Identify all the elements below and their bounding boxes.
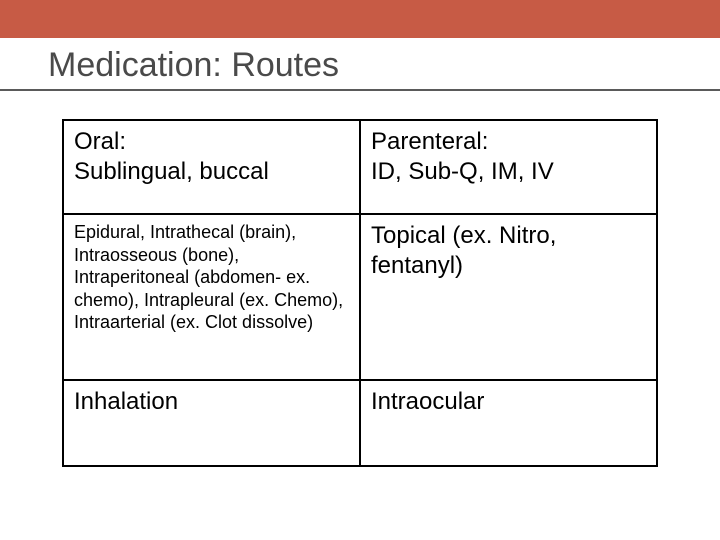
cell-topical: Topical (ex. Nitro, fentanyl)	[360, 214, 657, 380]
cell-parenteral: Parenteral:ID, Sub-Q, IM, IV	[360, 120, 657, 214]
title-container: Medication: Routes	[0, 38, 720, 91]
routes-table: Oral:Sublingual, buccal Parenteral:ID, S…	[62, 119, 658, 467]
cell-intraocular: Intraocular	[360, 380, 657, 466]
table-row: Epidural, Intrathecal (brain), Intraosse…	[63, 214, 657, 380]
table-row: Inhalation Intraocular	[63, 380, 657, 466]
table-row: Oral:Sublingual, buccal Parenteral:ID, S…	[63, 120, 657, 214]
slide-title: Medication: Routes	[48, 46, 672, 85]
cell-inhalation: Inhalation	[63, 380, 360, 466]
cell-epidural: Epidural, Intrathecal (brain), Intraosse…	[63, 214, 360, 380]
cell-oral: Oral:Sublingual, buccal	[63, 120, 360, 214]
table-container: Oral:Sublingual, buccal Parenteral:ID, S…	[0, 91, 720, 467]
accent-top-bar	[0, 0, 720, 38]
